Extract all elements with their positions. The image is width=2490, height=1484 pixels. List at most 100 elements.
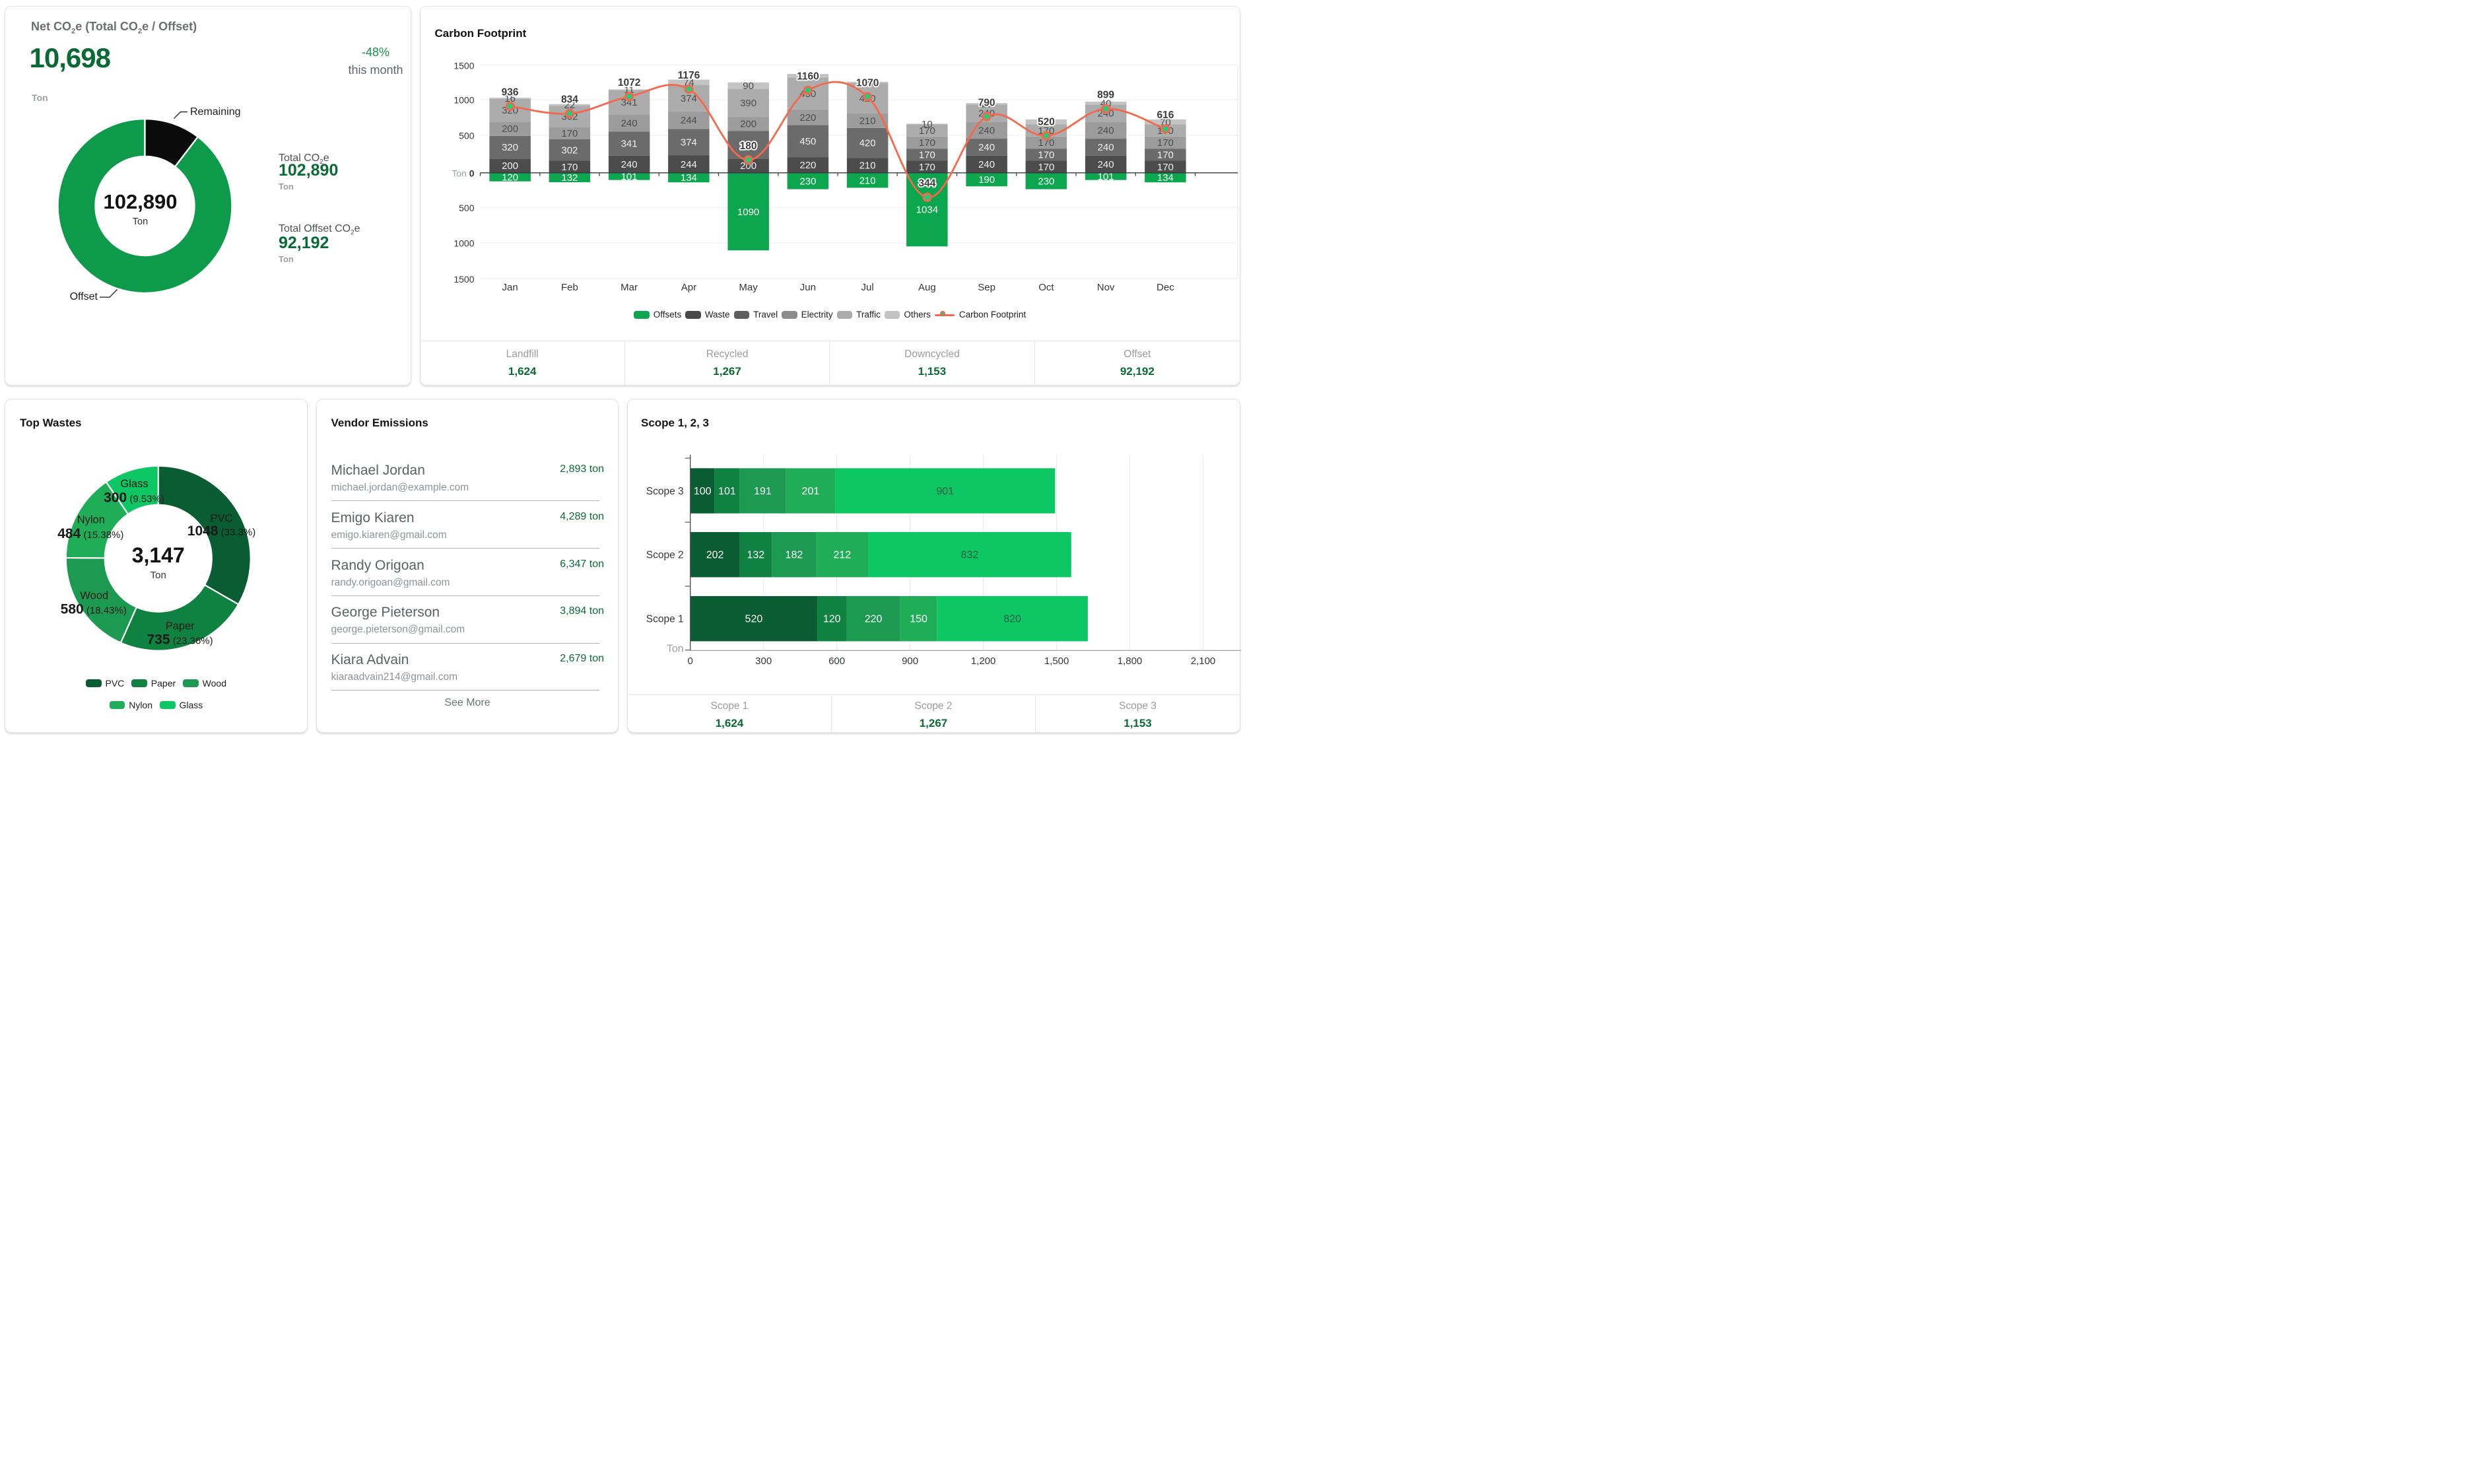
svg-text:220: 220 — [799, 112, 816, 123]
svg-text:50: 50 — [802, 71, 813, 82]
svg-text:Scope 1: Scope 1 — [646, 613, 684, 624]
svg-text:3,147: 3,147 — [132, 543, 185, 567]
svg-text:1000: 1000 — [454, 238, 474, 249]
svg-text:170: 170 — [918, 125, 935, 137]
svg-text:832: 832 — [961, 549, 979, 560]
svg-text:220: 220 — [865, 613, 883, 624]
svg-text:374: 374 — [680, 137, 696, 149]
svg-text:70: 70 — [1160, 117, 1171, 128]
svg-text:170: 170 — [1157, 150, 1173, 161]
svg-text:300: 300 — [755, 656, 772, 667]
svg-text:1160: 1160 — [797, 71, 819, 83]
svg-text:10: 10 — [922, 119, 933, 130]
svg-text:244: 244 — [680, 159, 696, 170]
svg-text:170: 170 — [1038, 137, 1054, 149]
svg-text:Ton: Ton — [151, 570, 166, 581]
svg-text:Sep: Sep — [978, 282, 995, 293]
svg-text:1070: 1070 — [856, 77, 878, 88]
svg-text:190: 190 — [978, 174, 995, 186]
svg-text:420: 420 — [859, 138, 875, 149]
svg-text:450: 450 — [799, 136, 816, 147]
svg-text:1,200: 1,200 — [971, 656, 996, 667]
svg-text:899: 899 — [1097, 90, 1114, 101]
svg-text:244: 244 — [680, 115, 696, 126]
svg-text:182: 182 — [786, 549, 803, 560]
svg-text:Apr: Apr — [681, 282, 696, 293]
svg-text:210: 210 — [859, 116, 875, 127]
svg-text:240: 240 — [621, 118, 637, 129]
svg-text:500: 500 — [459, 131, 475, 141]
svg-text:Scope 3: Scope 3 — [646, 486, 684, 497]
svg-text:616: 616 — [1157, 110, 1174, 121]
svg-text:1000: 1000 — [454, 95, 474, 106]
svg-text:132: 132 — [561, 172, 578, 184]
svg-text:90: 90 — [743, 81, 754, 92]
svg-text:901: 901 — [936, 486, 954, 497]
svg-text:230: 230 — [1038, 176, 1054, 187]
svg-text:20: 20 — [981, 98, 992, 110]
svg-text:150: 150 — [910, 613, 927, 624]
svg-text:100: 100 — [694, 486, 712, 497]
svg-text:900: 900 — [902, 656, 918, 667]
svg-text:1090: 1090 — [737, 207, 758, 218]
svg-text:520: 520 — [1037, 117, 1054, 128]
svg-text:240: 240 — [1097, 159, 1114, 170]
svg-text:341: 341 — [621, 139, 637, 150]
svg-text:170: 170 — [1038, 150, 1054, 161]
svg-text:1048 (33.3%): 1048 (33.3%) — [187, 523, 255, 539]
svg-text:Feb: Feb — [560, 282, 578, 293]
svg-text:1176: 1176 — [677, 70, 700, 81]
svg-text:735 (23.36%): 735 (23.36%) — [147, 632, 213, 647]
svg-text:PVC: PVC — [211, 512, 233, 524]
svg-text:202: 202 — [706, 549, 724, 560]
svg-text:Mar: Mar — [621, 282, 638, 293]
svg-text:200: 200 — [502, 123, 518, 135]
svg-text:1,500: 1,500 — [1044, 656, 1069, 667]
svg-text:22: 22 — [564, 100, 575, 111]
svg-text:170: 170 — [1038, 162, 1054, 173]
svg-text:210: 210 — [859, 160, 875, 172]
svg-text:500: 500 — [459, 203, 475, 213]
svg-text:Scope 2: Scope 2 — [646, 549, 684, 560]
svg-text:170: 170 — [1157, 162, 1173, 173]
svg-text:240: 240 — [978, 142, 995, 153]
svg-text:230: 230 — [799, 176, 816, 187]
svg-text:936: 936 — [501, 87, 518, 98]
svg-text:484 (15.38%): 484 (15.38%) — [57, 525, 123, 541]
svg-text:101: 101 — [1097, 171, 1114, 182]
svg-text:120: 120 — [823, 613, 841, 624]
svg-text:201: 201 — [802, 486, 820, 497]
svg-text:170: 170 — [918, 150, 935, 161]
svg-text:Jan: Jan — [502, 282, 518, 293]
svg-text:134: 134 — [680, 172, 696, 184]
svg-text:1,800: 1,800 — [1118, 656, 1143, 667]
svg-text:170: 170 — [918, 137, 935, 149]
svg-text:Aug: Aug — [918, 282, 936, 293]
svg-text:Wood: Wood — [80, 590, 108, 601]
svg-text:101: 101 — [621, 171, 637, 182]
svg-text:101: 101 — [718, 486, 736, 497]
svg-text:210: 210 — [859, 175, 875, 186]
svg-text:170: 170 — [918, 162, 935, 173]
svg-text:200: 200 — [502, 160, 518, 172]
svg-text:132: 132 — [747, 549, 764, 560]
svg-text:200: 200 — [740, 160, 757, 172]
svg-text:212: 212 — [833, 549, 851, 560]
svg-text:170: 170 — [561, 128, 578, 139]
svg-text:220: 220 — [799, 160, 816, 171]
svg-text:240: 240 — [978, 125, 995, 136]
svg-text:Jul: Jul — [861, 282, 873, 293]
svg-text:70: 70 — [1040, 117, 1052, 128]
svg-text:Paper: Paper — [166, 620, 195, 632]
svg-text:120: 120 — [502, 172, 518, 184]
svg-text:Oct: Oct — [1038, 282, 1054, 293]
svg-text:Ton: Ton — [667, 643, 684, 654]
svg-text:834: 834 — [560, 94, 578, 106]
svg-text:341: 341 — [621, 97, 637, 108]
svg-text:20: 20 — [861, 77, 873, 88]
svg-text:344: 344 — [918, 178, 935, 189]
svg-text:Ton: Ton — [133, 217, 148, 227]
svg-text:520: 520 — [745, 613, 763, 624]
svg-text:0: 0 — [688, 656, 693, 667]
svg-text:240: 240 — [1097, 125, 1114, 136]
